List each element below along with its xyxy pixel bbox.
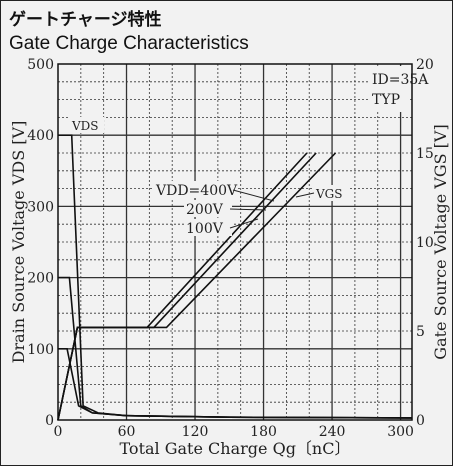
condition-typ: TYP xyxy=(372,92,400,108)
vdd-400-label: VDD=400V xyxy=(155,183,238,199)
leader-vgs xyxy=(295,192,315,198)
x-tick-label: 120 xyxy=(182,424,209,440)
vds-curve-1 xyxy=(58,134,413,419)
y-left-tick-label: 0 xyxy=(45,413,54,429)
vdd-200-label: 200V xyxy=(186,202,224,218)
y-left-tick-label: 300 xyxy=(27,199,54,215)
leader-200 xyxy=(229,208,267,211)
condition-id: ID=35A xyxy=(372,72,429,88)
chart-title-jp: ゲートチャージ特性 xyxy=(9,10,162,30)
x-tick-label: 0 xyxy=(54,424,63,440)
x-tick-label: 240 xyxy=(319,424,346,440)
y-right-tick-label: 10 xyxy=(416,235,434,251)
plot-border xyxy=(57,63,413,421)
vds-curve-2 xyxy=(58,276,413,419)
vds-curve-3 xyxy=(58,348,413,419)
grid xyxy=(58,64,412,420)
x-axis-label: Total Gate Charge Qg〔nC〕 xyxy=(120,439,351,458)
leader-100 xyxy=(229,218,259,229)
x-tick-label: 60 xyxy=(118,424,136,440)
vgs-curve-6 xyxy=(57,152,337,421)
y-left-tick-label: 200 xyxy=(27,271,54,287)
y-right-tick-label: 0 xyxy=(416,413,425,429)
y-right-tick-label: 15 xyxy=(416,146,434,162)
conditions-box: ID=35A TYP xyxy=(368,66,429,112)
x-tick-label: 300 xyxy=(387,424,414,440)
vgs-label: VGS xyxy=(315,187,342,201)
x-tick-label: 180 xyxy=(250,424,277,440)
chart-title-en: Gate Charge Characteristics xyxy=(9,33,249,54)
y-right-axis-label: Gate Source Voltage VGS [V] xyxy=(431,124,450,359)
y-left-axis-label: Drain Source Voltage VDS [V] xyxy=(9,121,28,364)
y-left-tick-label: 500 xyxy=(27,57,54,73)
vds-label: VDS xyxy=(71,119,99,133)
y-left-tick-label: 100 xyxy=(27,342,54,358)
y-left-tick-label: 400 xyxy=(27,128,54,144)
y-right-tick-label: 5 xyxy=(416,324,425,340)
y-right-tick-label: 20 xyxy=(416,57,434,73)
vdd-100-label: 100V xyxy=(186,221,224,237)
leader-400 xyxy=(232,189,275,202)
series-layer xyxy=(57,134,413,421)
